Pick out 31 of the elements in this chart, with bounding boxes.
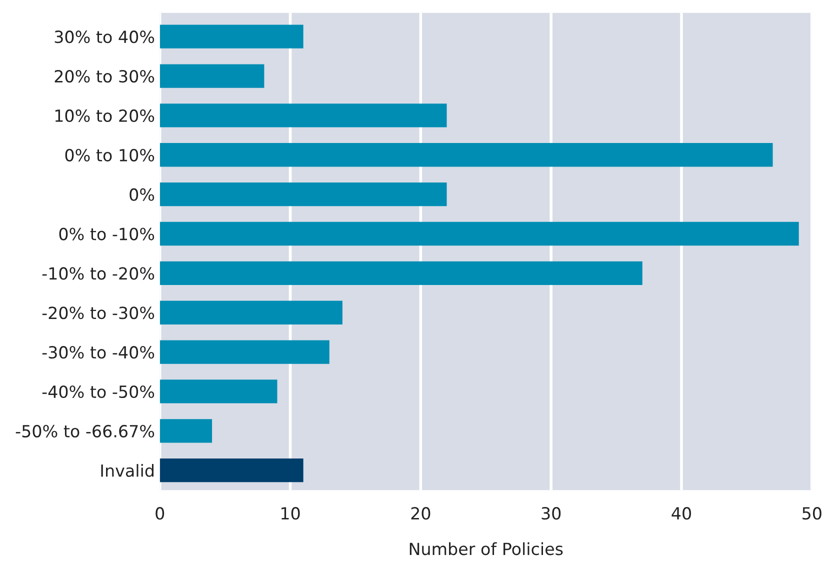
x-tick-label: 10 — [282, 507, 300, 520]
y-tick-label: -20% to -30% — [42, 306, 154, 320]
x-tick-label: 40 — [672, 507, 691, 520]
bar — [160, 340, 330, 364]
x-axis-title: Number of Policies — [410, 542, 563, 556]
bar — [160, 64, 264, 88]
y-tick-label: 0% to -10% — [59, 228, 154, 240]
y-tick-label: Invalid — [101, 464, 154, 477]
bar — [160, 24, 304, 48]
bar — [160, 104, 447, 128]
y-tick-label: -50% to -66.67% — [16, 424, 154, 438]
y-tick-label: 30% to 40% — [54, 30, 154, 44]
bar — [160, 419, 212, 443]
x-tick-label: 50 — [802, 507, 822, 520]
bar — [160, 380, 278, 404]
y-tick-label: -30% to -40% — [42, 346, 154, 359]
y-tick-label: 0% to 10% — [65, 148, 154, 162]
y-tick-label: 10% to 20% — [55, 109, 154, 122]
bar — [160, 458, 304, 482]
x-tick-label: 20 — [411, 507, 430, 520]
y-tick-label: -10% to -20% — [42, 267, 154, 280]
bar — [160, 222, 799, 246]
bar — [160, 300, 342, 324]
x-tick-label: 30 — [542, 507, 561, 520]
y-tick-label: 20% to 30% — [54, 70, 154, 83]
bar — [160, 182, 447, 206]
y-tick-label: 0% — [130, 188, 154, 201]
bar — [160, 143, 773, 167]
y-tick-label: -40% to -50% — [42, 385, 154, 398]
x-tick-label: 0 — [156, 507, 164, 520]
bar — [160, 261, 642, 286]
